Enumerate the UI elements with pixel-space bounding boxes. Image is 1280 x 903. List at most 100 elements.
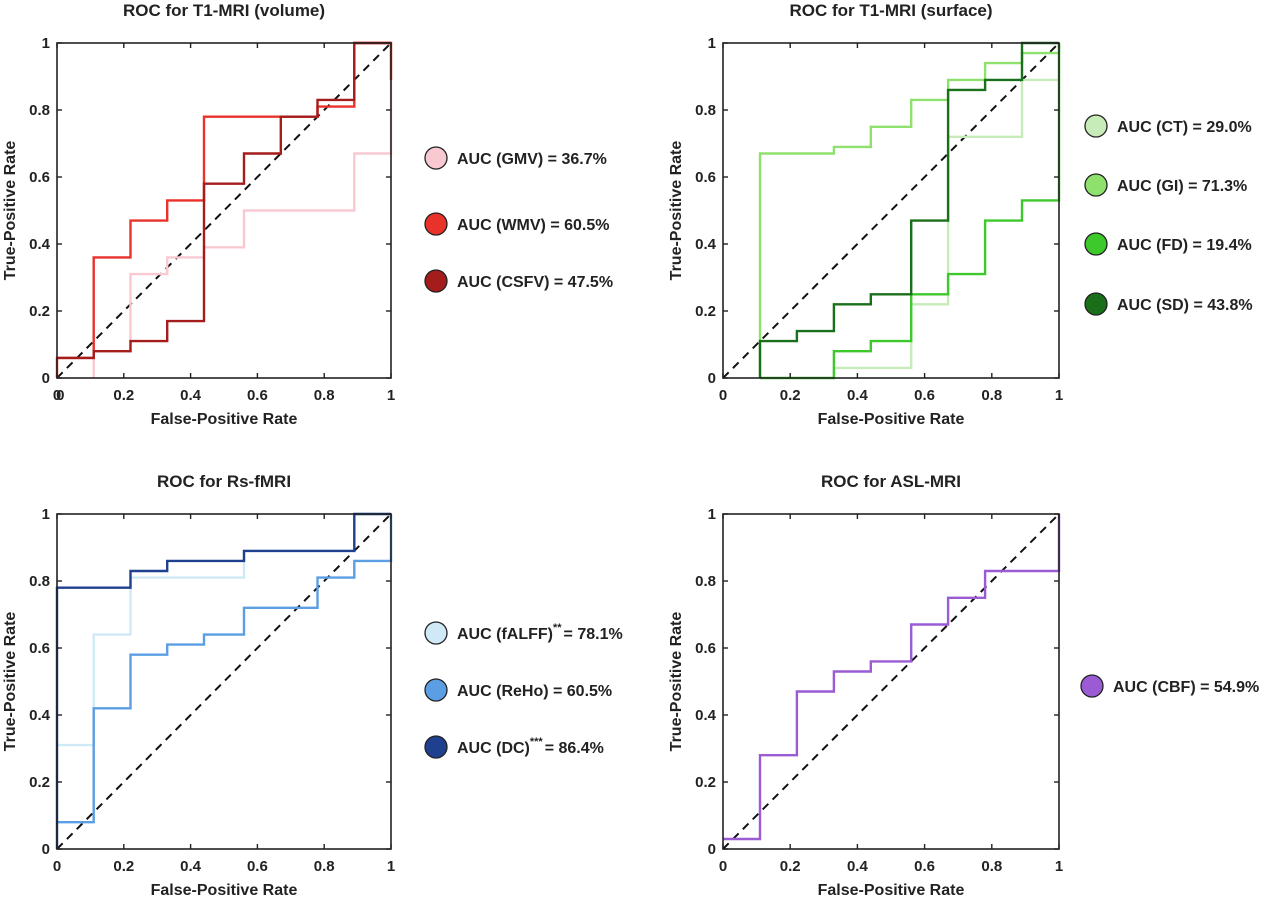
x-tick-label: 0.4 xyxy=(180,387,202,404)
y-tick-label: 0 xyxy=(708,841,716,858)
y-tick-label: 0.2 xyxy=(29,774,50,791)
legend-label: AUC (GMV) = 36.7% xyxy=(457,151,607,168)
x-axis-label: False-Positive Rate xyxy=(818,882,965,898)
legend-label: AUC (fALFF)** = 78.1% xyxy=(457,622,623,643)
y-tick-label: 0 xyxy=(42,370,50,387)
y-tick-label: 0.6 xyxy=(29,169,50,186)
legend-item: AUC (fALFF)** = 78.1% xyxy=(424,621,623,645)
legend-label: AUC (CT) = 29.0% xyxy=(1117,119,1252,136)
roc-curve-1 xyxy=(723,514,1061,841)
legend-label: AUC (SD) = 43.8% xyxy=(1117,297,1253,314)
x-tick-label: 0 xyxy=(719,387,727,404)
x-tick-label: 1 xyxy=(1055,858,1063,875)
legend-item: AUC (SD) = 43.8% xyxy=(1084,292,1253,316)
legend-marker xyxy=(424,146,448,170)
legend-label: AUC (CBF) = 54.9% xyxy=(1113,679,1259,696)
x-tick-label: 1 xyxy=(387,387,395,404)
legend-value: = 78.1% xyxy=(564,626,623,643)
y-tick-label: 0.4 xyxy=(29,707,51,724)
x-tick-label: 0.2 xyxy=(113,387,134,404)
y-tick-label: 0 xyxy=(42,841,50,858)
legend: AUC (CT) = 29.0% AUC (GI) = 71.3% AUC (FD)… xyxy=(1084,114,1253,316)
legend-name: AUC (FD) = 19.4% xyxy=(1117,237,1252,254)
x-tick-label: 0 xyxy=(53,858,61,875)
legend-value: = 86.4% xyxy=(545,740,604,757)
legend-name: AUC (CSFV) = 47.5% xyxy=(457,274,613,291)
legend-superscript: *** xyxy=(530,736,544,748)
legend-item: AUC (ReHo) = 60.5% xyxy=(424,678,612,702)
x-tick-label: 0 xyxy=(719,858,727,875)
y-tick-label: 0.8 xyxy=(29,102,50,119)
chance-diagonal xyxy=(722,42,1060,379)
legend-item: AUC (FD) = 19.4% xyxy=(1084,232,1252,256)
y-tick-label: 0.2 xyxy=(695,774,716,791)
legend-marker xyxy=(1084,173,1108,197)
legend-name: AUC (GI) = 71.3% xyxy=(1117,178,1247,195)
legend-item: AUC (CSFV) = 47.5% xyxy=(424,269,613,293)
x-axis-label: False-Positive Rate xyxy=(151,411,298,428)
y-tick-label: 1 xyxy=(708,35,716,52)
legend-item: AUC (CBF) = 54.9% xyxy=(1080,674,1259,698)
legend-label: AUC (CSFV) = 47.5% xyxy=(457,274,613,291)
legend-marker xyxy=(1084,292,1108,316)
x-tick-label: 0.8 xyxy=(314,858,335,875)
y-axis-label: True-Positive Rate xyxy=(2,141,19,281)
y-tick-label: 0.4 xyxy=(695,236,717,253)
y-tick-label: 0.8 xyxy=(695,102,716,119)
roc-panel-3: ROC for Rs-fMRI 00 0.2 0.2 0.4 0.4 0.6 0.6 0.8 0.… xyxy=(2,472,623,899)
legend-marker xyxy=(1084,232,1108,256)
chart-title: ROC for T1-MRI (surface) xyxy=(789,1,992,20)
roc-curve-3 xyxy=(55,512,391,849)
legend-name: AUC (CBF) = 54.9% xyxy=(1113,679,1259,696)
legend: AUC (GMV) = 36.7% AUC (WMV) = 60.5% AUC (C… xyxy=(424,146,613,293)
legend: AUC (fALFF)** = 78.1% AUC (ReHo) = 60.5% AU… xyxy=(424,621,623,759)
axes-frame xyxy=(722,42,1060,379)
legend-name: AUC (ReHo) = 60.5% xyxy=(457,683,612,700)
y-tick-label: 1 xyxy=(42,506,50,523)
roc-panel-2: ROC for T1-MRI (surface) 00 0.2 0.2 0.4 0.4 0.… xyxy=(668,1,1253,428)
legend-name: AUC (GMV) = 36.7% xyxy=(457,151,607,168)
roc-curve-2 xyxy=(57,514,393,824)
y-tick-label: 0.6 xyxy=(695,169,716,186)
x-tick-label: 0.4 xyxy=(847,387,869,404)
legend-item: AUC (WMV) = 60.5% xyxy=(424,212,609,236)
axes-frame xyxy=(56,42,392,379)
legend-marker xyxy=(424,621,448,645)
y-tick-label: 0 xyxy=(708,370,716,387)
chance-diagonal xyxy=(56,513,392,850)
roc-curve-3 xyxy=(760,43,1061,380)
y-tick-label: 0.4 xyxy=(695,707,717,724)
legend-name: AUC (fALFF) xyxy=(457,626,553,643)
legend-label: AUC (FD) = 19.4% xyxy=(1117,237,1252,254)
legend-name: AUC (SD) = 43.8% xyxy=(1117,297,1253,314)
x-tick-label: 0.8 xyxy=(314,387,335,404)
x-tick-label: 1 xyxy=(1055,387,1063,404)
x-axis-label: False-Positive Rate xyxy=(151,882,298,898)
chart-title: ROC for Rs-fMRI xyxy=(157,472,291,491)
legend-marker xyxy=(424,269,448,293)
x-tick-label: 0.6 xyxy=(914,858,935,875)
x-tick-label: 0 xyxy=(53,387,61,404)
y-tick-label: 0.2 xyxy=(29,303,50,320)
y-tick-label: 1 xyxy=(42,35,50,52)
x-tick-label: 0.8 xyxy=(981,387,1002,404)
y-tick-label: 1 xyxy=(708,506,716,523)
y-axis-label: True-Positive Rate xyxy=(668,612,685,752)
roc-curve-3 xyxy=(57,41,391,360)
legend-name: AUC (DC) xyxy=(457,740,530,757)
x-tick-label: 0.4 xyxy=(847,858,869,875)
legend-item: AUC (CT) = 29.0% xyxy=(1084,114,1252,138)
legend-marker xyxy=(424,735,448,759)
legend-item: AUC (DC)*** = 86.4% xyxy=(424,735,604,759)
y-axis-label: True-Positive Rate xyxy=(668,141,685,281)
x-tick-label: 0.6 xyxy=(914,387,935,404)
legend-marker xyxy=(1080,674,1104,698)
legend: AUC (CBF) = 54.9% xyxy=(1080,674,1259,698)
legend-name: AUC (WMV) = 60.5% xyxy=(457,217,609,234)
legend-marker xyxy=(1084,114,1108,138)
x-tick-label: 0.6 xyxy=(247,387,268,404)
legend-item: AUC (GI) = 71.3% xyxy=(1084,173,1247,197)
x-tick-label: 0.2 xyxy=(780,858,801,875)
legend-label: AUC (DC)*** = 86.4% xyxy=(457,736,604,757)
